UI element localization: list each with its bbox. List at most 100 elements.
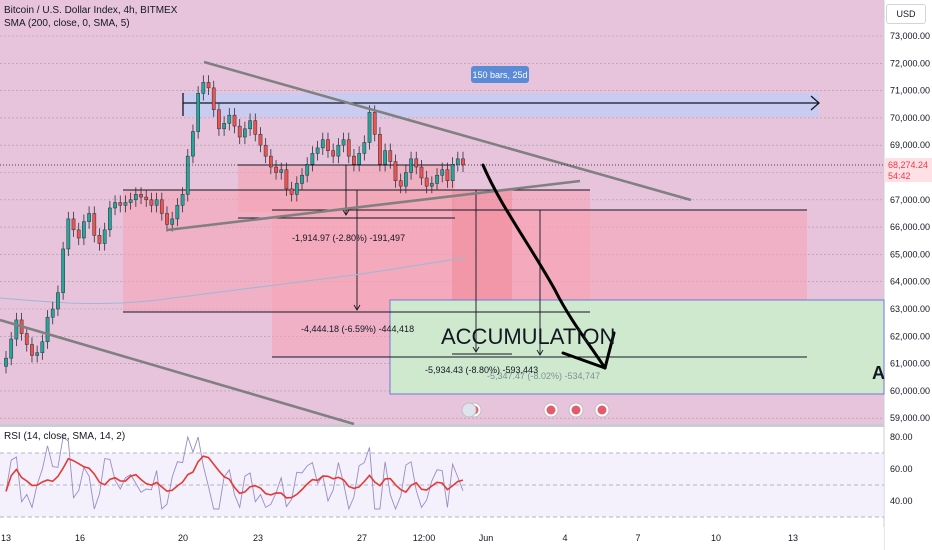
candle-body: [446, 170, 449, 181]
candle-body: [254, 121, 257, 135]
candle-body: [217, 110, 220, 129]
candle-body: [389, 151, 392, 162]
price-tick-label: 64,000.00: [890, 277, 930, 287]
time-tick-label: 12:00: [413, 533, 436, 543]
candle-body: [363, 142, 366, 153]
candle-body: [332, 151, 335, 156]
us-flag-event-icon: [598, 406, 607, 415]
price-tick-label: 66,000.00: [890, 222, 930, 232]
last-price-label: 68,274.24: [888, 160, 928, 170]
rsi-indicator-label[interactable]: RSI (14, close, SMA, 14, 2): [4, 431, 125, 442]
candle-body: [134, 194, 137, 199]
candle-body: [15, 320, 18, 339]
candle-body: [316, 148, 319, 153]
candle-body: [238, 126, 241, 137]
date-range-fill: [183, 93, 819, 117]
price-tick-label: 69,000.00: [890, 140, 930, 150]
candle-body: [4, 358, 7, 366]
candle-body: [62, 249, 65, 293]
candle-body: [36, 353, 39, 356]
price-tick-label: 72,000.00: [890, 58, 930, 68]
price-tick-label: 70,000.00: [890, 113, 930, 123]
time-tick-label: 23: [253, 533, 263, 543]
candle-body: [41, 342, 44, 353]
measure-label-2: -4,444.18 (-6.59%) -444,418: [301, 324, 414, 334]
candle-body: [321, 140, 324, 148]
candle-body: [124, 203, 127, 206]
candle-body: [98, 235, 101, 243]
candle-body: [223, 123, 226, 128]
symbol-title[interactable]: Bitcoin / U.S. Dollar Index, 4h, BITMEX: [4, 4, 177, 17]
candle-body: [228, 115, 231, 123]
candle-body: [181, 194, 184, 205]
time-tick-label: 16: [75, 533, 85, 543]
measure-label-1: -1,914.97 (-2.80%) -191,497: [292, 233, 405, 243]
candle-body: [269, 156, 272, 167]
candle-body: [274, 167, 277, 172]
time-tick-label: 7: [635, 533, 640, 543]
candle-body: [264, 145, 267, 156]
candle-body: [46, 317, 49, 342]
price-tick-label: 73,000.00: [890, 31, 930, 41]
candle-body: [51, 309, 54, 317]
candle-body: [306, 164, 309, 175]
candle-body: [243, 129, 246, 137]
candle-body: [150, 200, 153, 205]
candle-body: [300, 175, 303, 183]
candle-body: [259, 134, 262, 145]
measure-label-3: -5,934.43 (-8.80%) -593,443: [425, 365, 538, 375]
candle-body: [295, 183, 298, 194]
us-flag-event-icon: [572, 406, 581, 415]
rsi-tick-label: 40.00: [890, 496, 913, 506]
sma-indicator-label[interactable]: SMA (200, close, 0, SMA, 5): [4, 17, 177, 30]
candle-body: [25, 334, 28, 345]
chart-legend: Bitcoin / U.S. Dollar Index, 4h, BITMEX …: [4, 4, 177, 30]
price-tick-label: 62,000.00: [890, 331, 930, 341]
candle-body: [113, 203, 116, 208]
candle-body: [82, 222, 85, 238]
candle-body: [93, 213, 96, 235]
candle-body: [337, 145, 340, 156]
candle-body: [394, 162, 397, 181]
candle-body: [384, 151, 387, 165]
candle-body: [165, 213, 168, 224]
edge-letter: A: [872, 363, 885, 383]
price-tick-label: 60,000.00: [890, 386, 930, 396]
candle-body: [191, 132, 194, 157]
price-tick-label: 63,000.00: [890, 304, 930, 314]
candle-body: [404, 173, 407, 187]
time-tick-label: 10: [711, 533, 721, 543]
price-tick-label: 71,000.00: [890, 86, 930, 96]
accumulation-text: ACCUMULATION: [441, 324, 615, 349]
time-axis-background: [0, 527, 884, 550]
candle-body: [420, 167, 423, 178]
candle-body: [10, 339, 13, 358]
candle-body: [456, 159, 459, 164]
candle-body: [285, 170, 288, 189]
candle-body: [145, 197, 148, 200]
candle-body: [171, 219, 174, 224]
candle-body: [461, 159, 464, 165]
candle-body: [87, 213, 90, 221]
candle-body: [378, 134, 381, 164]
candle-body: [139, 194, 142, 197]
time-tick-label: 27: [357, 533, 367, 543]
rsi-tick-label: 80.00: [890, 432, 913, 442]
us-flag-event-icon: [547, 406, 556, 415]
currency-button[interactable]: USD: [886, 4, 926, 24]
time-tick-label: 13: [1, 533, 11, 543]
bars-badge-text: 150 bars, 25d: [472, 70, 527, 80]
candle-body: [326, 140, 329, 151]
candle-body: [430, 183, 433, 186]
time-tick-label: 4: [562, 533, 567, 543]
countdown-label: 54:42: [888, 171, 911, 181]
candle-body: [233, 115, 236, 126]
price-tick-label: 65,000.00: [890, 249, 930, 259]
candle-body: [77, 230, 80, 238]
event-icon-back: [462, 403, 476, 417]
candle-body: [280, 170, 283, 173]
candle-body: [435, 175, 438, 183]
candle-body: [202, 82, 205, 93]
candle-body: [72, 219, 75, 230]
